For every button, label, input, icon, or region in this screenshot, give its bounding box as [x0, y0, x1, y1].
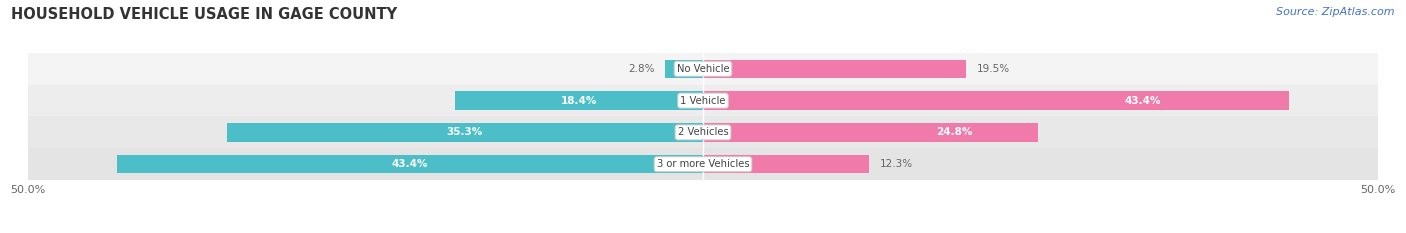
- Text: Source: ZipAtlas.com: Source: ZipAtlas.com: [1277, 7, 1395, 17]
- Text: 3 or more Vehicles: 3 or more Vehicles: [657, 159, 749, 169]
- Text: 19.5%: 19.5%: [977, 64, 1010, 74]
- Text: 43.4%: 43.4%: [1123, 96, 1160, 106]
- Text: 18.4%: 18.4%: [561, 96, 598, 106]
- Text: HOUSEHOLD VEHICLE USAGE IN GAGE COUNTY: HOUSEHOLD VEHICLE USAGE IN GAGE COUNTY: [11, 7, 398, 22]
- Bar: [117, 155, 703, 173]
- Text: 12.3%: 12.3%: [880, 159, 912, 169]
- Bar: [703, 60, 966, 78]
- Bar: [703, 155, 869, 173]
- Bar: [28, 148, 1378, 180]
- Bar: [703, 91, 1289, 110]
- Bar: [454, 91, 703, 110]
- Text: 2 Vehicles: 2 Vehicles: [678, 127, 728, 137]
- Bar: [28, 53, 1378, 85]
- Bar: [28, 116, 1378, 148]
- Text: 35.3%: 35.3%: [447, 127, 482, 137]
- Text: 2.8%: 2.8%: [628, 64, 654, 74]
- Bar: [703, 123, 1038, 142]
- Text: 1 Vehicle: 1 Vehicle: [681, 96, 725, 106]
- Text: 24.8%: 24.8%: [936, 127, 972, 137]
- Text: No Vehicle: No Vehicle: [676, 64, 730, 74]
- Bar: [28, 85, 1378, 116]
- Text: 43.4%: 43.4%: [392, 159, 429, 169]
- Bar: [665, 60, 703, 78]
- Bar: [226, 123, 703, 142]
